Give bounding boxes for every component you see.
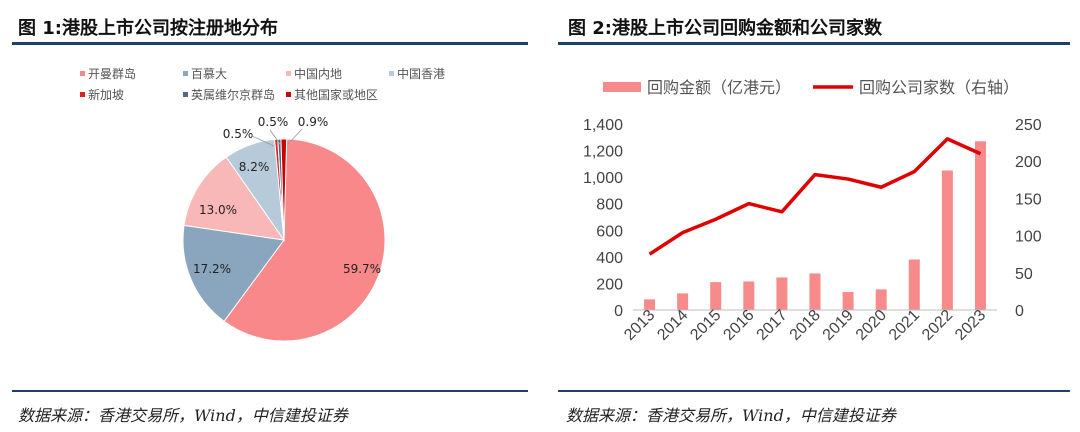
- pie-slice-label: 59.7%: [343, 262, 381, 276]
- right-panel-title: 图 2:港股上市公司回购金额和公司家数: [568, 18, 882, 39]
- y-left-tick-label: 400: [596, 250, 623, 267]
- pie-legend-label: 中国内地: [294, 66, 342, 81]
- pie-legend-swatch: [80, 92, 85, 97]
- x-tick-label: 2015: [687, 307, 724, 344]
- pie-legend-label: 新加坡: [88, 87, 124, 102]
- x-tick-label: 2016: [720, 307, 757, 344]
- x-tick-label: 2023: [952, 307, 989, 344]
- pie-legend-label: 其他国家或地区: [294, 87, 378, 102]
- pie-legend-label: 百慕大: [191, 67, 227, 81]
- y-right-tick-label: 100: [1015, 229, 1042, 246]
- y-left-tick-label: 1,000: [583, 170, 623, 187]
- right-source-rule: [558, 390, 1070, 392]
- legend-bar-swatch: [603, 82, 641, 92]
- pie-slice-label: 17.2%: [193, 262, 231, 276]
- x-tick-label: 2019: [820, 307, 857, 344]
- pie-slice: [280, 138, 288, 241]
- y-left-tick-label: 1,200: [583, 144, 623, 161]
- right-source-note: 数据来源：香港交易所，Wind，中信建投证券: [566, 406, 896, 425]
- pie-legend-swatch: [183, 71, 188, 76]
- left-source-rule: [12, 390, 528, 392]
- y-left-tick-label: 200: [596, 276, 623, 293]
- pie-slice-label: 13.0%: [199, 203, 237, 217]
- pie-slice-label: 0.5%: [258, 115, 289, 129]
- pie-legend-label: 开曼群岛: [88, 66, 136, 81]
- pie-slice: [182, 224, 285, 322]
- bar-mark: [743, 281, 755, 310]
- y-right-tick-label: 0: [1015, 303, 1024, 320]
- pie-legend-swatch: [286, 71, 291, 76]
- bar-mark: [941, 170, 953, 310]
- left-source-note: 数据来源：香港交易所，Wind，中信建投证券: [18, 406, 348, 425]
- pie-legend-swatch: [183, 92, 188, 97]
- pie-slice: [223, 138, 386, 342]
- y-left-tick-label: 800: [596, 197, 623, 214]
- x-tick-label: 2013: [621, 307, 658, 344]
- y-left-tick-label: 0: [614, 303, 623, 320]
- pie-slice-label: 0.5%: [223, 127, 254, 141]
- bar-mark: [875, 289, 887, 310]
- left-panel-title: 图 1:港股上市公司按注册地分布: [18, 18, 278, 39]
- pie-leader-line: [269, 129, 281, 145]
- x-tick-label: 2021: [886, 307, 923, 344]
- pie-legend-label: 英属维尔京群岛: [191, 87, 275, 102]
- bar-mark: [710, 282, 722, 310]
- legend-bar-label: 回购金额（亿港元）: [647, 78, 791, 97]
- bar-mark: [842, 292, 854, 310]
- y-left-tick-label: 1,400: [583, 117, 623, 134]
- y-right-tick-label: 250: [1015, 117, 1042, 134]
- legend-line-label: 回购公司家数（右轴）: [859, 78, 1019, 97]
- x-tick-label: 2018: [787, 307, 824, 344]
- y-right-tick-label: 50: [1015, 266, 1033, 283]
- bar-mark: [908, 259, 920, 310]
- x-tick-label: 2014: [654, 307, 691, 344]
- pie-legend-swatch: [389, 71, 394, 76]
- pie-leader-line: [251, 135, 275, 147]
- bar-mark: [809, 273, 821, 310]
- y-right-tick-label: 150: [1015, 191, 1042, 208]
- x-tick-label: 2017: [754, 307, 791, 344]
- y-left-tick-label: 600: [596, 223, 623, 240]
- y-right-tick-label: 200: [1015, 154, 1042, 171]
- x-tick-label: 2022: [919, 307, 956, 344]
- pie-legend-label: 中国香港: [397, 66, 445, 81]
- bar-mark: [644, 299, 656, 310]
- pie-leader-line: [287, 128, 303, 145]
- bar-mark: [776, 277, 788, 310]
- pie-slice-label: 8.2%: [239, 160, 270, 174]
- left-title-rule: [12, 42, 528, 45]
- combo-chart: 回购金额（亿港元） 回购公司家数（右轴） 0 200 400 600 800 1,000 1,2…: [583, 78, 1042, 344]
- pie-slice-label: 0.9%: [298, 115, 329, 129]
- pie-legend-swatch: [80, 71, 85, 76]
- bar-mark: [974, 141, 986, 310]
- x-tick-label: 2020: [853, 307, 890, 344]
- bar-mark: [677, 293, 689, 310]
- right-title-rule: [558, 42, 1070, 45]
- pie-slice: [183, 156, 286, 241]
- pie-legend-swatch: [286, 92, 291, 97]
- line-series: [648, 137, 982, 256]
